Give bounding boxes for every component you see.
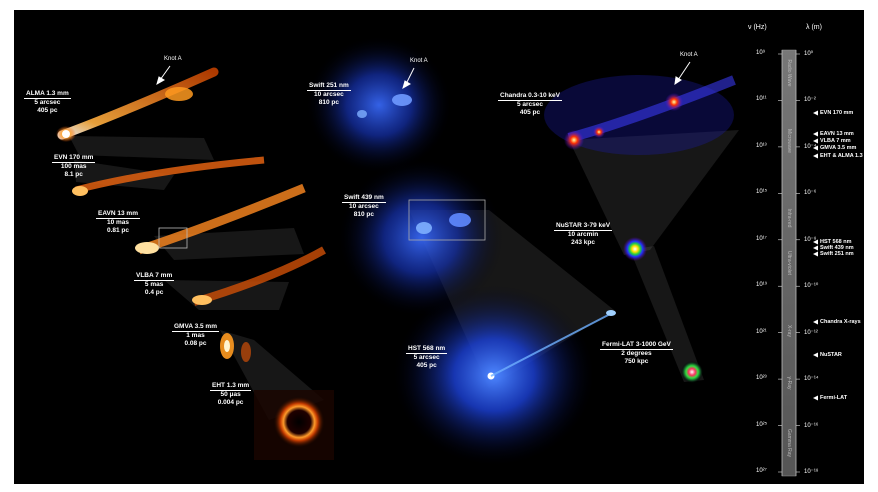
nu-tick-label: 10¹¹ (756, 96, 767, 103)
band-label: Ultra-violet (786, 251, 792, 275)
lambda-tick-label: 10⁻¹⁴ (804, 376, 819, 383)
swift439-glow (339, 160, 503, 316)
instrument-marker-arrow (813, 245, 818, 251)
instrument-marker-arrow (813, 251, 818, 257)
lambda-tick-label: 10⁻⁴ (804, 143, 817, 150)
label-hst: HST 568 nm 5 arcsec 405 pc (406, 345, 448, 369)
instrument-label: HST 568 nm (820, 238, 852, 245)
evn-jet (72, 156, 265, 196)
instrument-marker-arrow (813, 145, 818, 151)
nu-tick-label: 10¹⁹ (756, 282, 768, 289)
nu-tick-label: 10²¹ (756, 328, 767, 335)
lambda-tick-label: 10⁻² (804, 97, 816, 104)
instrument-marker-arrow (813, 110, 818, 116)
instrument-label: Swift 439 nm (820, 244, 854, 251)
instrument-label: GMVA 3.5 mm (820, 144, 857, 151)
nu-tick-label: 10¹⁵ (756, 189, 768, 196)
instrument-marker-arrow (813, 138, 818, 144)
nu-tick-label: 10²⁷ (756, 468, 767, 474)
band-label: Radio Wave (786, 59, 792, 87)
knot-a-label-xray: Knot A (680, 52, 698, 58)
instrument-markers (813, 110, 818, 401)
band-label: Microwave (786, 129, 792, 153)
instrument-marker-arrow (813, 153, 818, 159)
label-chandra: Chandra 0.3-10 keV 5 arcsec 405 pc (498, 92, 562, 116)
vlba-jet (192, 246, 326, 306)
instrument-label: EAVN 13 mm (820, 130, 854, 137)
instrument-label: Swift 251 nm (820, 250, 854, 257)
spectrum-ticks (778, 53, 800, 473)
label-evn: EVN 170 mm 100 mas 8.1 pc (52, 154, 96, 178)
chandra-image (544, 75, 736, 155)
instrument-label: Chandra X-rays (820, 318, 861, 325)
eht-ring (254, 390, 334, 460)
alma-jet (56, 67, 219, 142)
instrument-marker-arrow (813, 395, 818, 401)
lambda-tick-label: 10⁻¹⁶ (804, 422, 819, 429)
band-label: γ-Ray (786, 376, 792, 390)
lambda-tick-label: 10⁻¹⁸ (804, 469, 819, 475)
eavn-jet (135, 183, 306, 255)
nu-tick-label: 10²³ (756, 375, 767, 382)
label-fermi: Fermi-LAT 3-1000 GeV 2 degrees 750 kpc (600, 341, 673, 365)
band-label: Gamma Ray (786, 428, 792, 458)
instrument-label: VLBA 7 mm (820, 137, 851, 144)
lambda-tick-label: 10⁻⁸ (804, 236, 817, 243)
label-eavn: EAVN 13 mm 10 mas 0.81 pc (96, 210, 140, 234)
nu-tick-label: 10¹³ (756, 142, 767, 149)
lambda-tick-label: 10⁻¹² (804, 329, 818, 336)
nu-axis-header: ν (Hz) (748, 24, 767, 31)
instrument-label: EHT & ALMA 1.3 mm (820, 152, 864, 159)
m87-multiwavelength-scene (56, 37, 818, 477)
instrument-marker-arrow (813, 131, 818, 137)
fermi-image (681, 361, 703, 383)
instrument-label: Fermi-LAT (820, 394, 848, 401)
label-alma: ALMA 1.3 mm 5 arcsec 405 pc (24, 90, 71, 114)
label-swift251: Swift 251 nm 10 arcsec 810 pc (307, 82, 351, 106)
knot-arrows (156, 61, 691, 90)
gmva-jet (220, 333, 251, 362)
nustar-image (623, 237, 647, 261)
instrument-label: EVN 170 mm (820, 109, 854, 116)
lambda-tick-label: 10⁻¹⁰ (804, 283, 819, 290)
label-vlba: VLBA 7 mm 5 mas 0.4 pc (134, 272, 175, 296)
instrument-marker-arrow (813, 239, 818, 245)
instrument-label: NuSTAR (820, 351, 842, 358)
lambda-axis-header: λ (m) (806, 24, 822, 31)
label-swift439: Swift 439 nm 10 arcsec 810 pc (342, 194, 386, 218)
lambda-tick-label: 10⁰ (804, 51, 814, 57)
label-nustar: NuSTAR 3-79 keV 10 arcmin 243 kpc (554, 222, 613, 246)
instrument-marker-arrow (813, 319, 818, 325)
label-gmva: GMVA 3.5 mm 1 mas 0.08 pc (172, 323, 219, 347)
composite-image: ALMA 1.3 mm 5 arcsec 405 pc EVN 170 mm 100 … (14, 10, 864, 484)
band-label: Infra-red (786, 208, 792, 228)
knot-a-label-uv: Knot A (410, 58, 428, 64)
band-label: X-ray (786, 325, 792, 337)
instrument-marker-arrow (813, 352, 818, 358)
nu-tick-label: 10¹⁷ (756, 235, 767, 242)
nu-tick-label: 10²⁵ (756, 421, 768, 428)
swift251-glow (307, 37, 451, 173)
lambda-tick-label: 10⁻⁶ (804, 190, 817, 197)
knot-a-label-radio: Knot A (164, 56, 182, 62)
nu-tick-label: 10⁹ (756, 50, 766, 56)
label-eht: EHT 1.3 mm 50 μas 0.004 pc (210, 382, 252, 406)
